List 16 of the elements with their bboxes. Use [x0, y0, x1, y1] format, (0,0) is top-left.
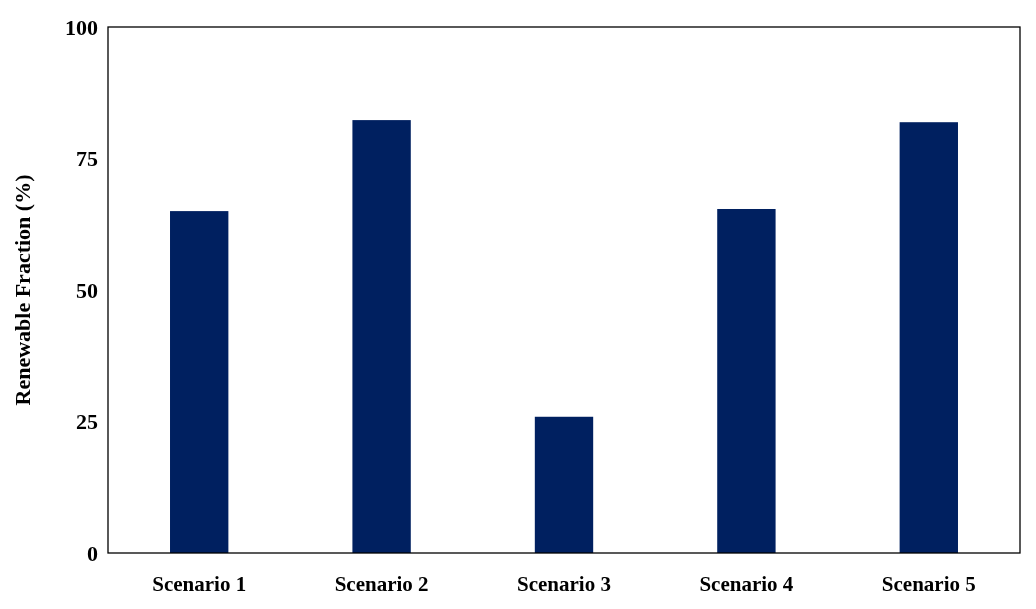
y-tick-label: 0 [87, 540, 98, 566]
y-tick-label: 25 [76, 409, 98, 435]
y-axis-title: Renewable Fraction (%) [10, 174, 35, 406]
bar [717, 209, 776, 553]
x-tick-label: Scenario 2 [334, 572, 429, 596]
x-tick-label: Scenario 3 [517, 572, 611, 596]
x-tick-label: Scenario 4 [699, 572, 794, 596]
bar [352, 120, 411, 553]
y-tick-label: 50 [76, 277, 98, 303]
y-tick-label: 75 [76, 146, 98, 172]
x-tick-label: Scenario 5 [881, 572, 976, 596]
bar [534, 416, 594, 553]
x-tick-label: Scenario 1 [152, 572, 247, 596]
bar [899, 122, 958, 553]
y-tick-label: 100 [65, 14, 98, 40]
bar [170, 211, 229, 553]
